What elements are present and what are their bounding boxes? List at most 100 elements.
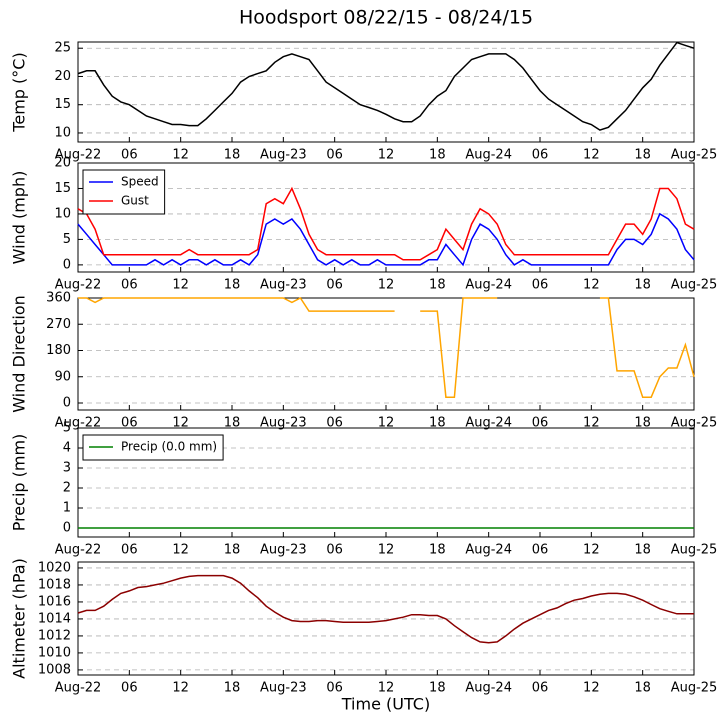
x-tick-label: 06 [121, 416, 138, 431]
x-tick-label: 18 [634, 543, 651, 558]
x-tick-label: Aug-23 [260, 416, 307, 431]
x-tick-label: Aug-25 [671, 148, 718, 163]
y-tick-label: 5 [63, 232, 71, 247]
x-tick-label: 18 [429, 543, 446, 558]
y-tick-label: 1018 [38, 577, 71, 592]
x-tick-label: 18 [634, 148, 651, 163]
y-tick-label: 20 [54, 156, 71, 171]
x-tick-label: Aug-22 [55, 148, 102, 163]
x-tick-label: 06 [326, 416, 343, 431]
y-tick-label: 1 [63, 501, 71, 516]
legend-label: Precip (0.0 mm) [121, 440, 217, 454]
y-tick-label: 0 [63, 257, 71, 272]
x-tick-label: 18 [429, 681, 446, 696]
y-tick-label: 5 [63, 421, 71, 436]
y-tick-label: 1020 [38, 560, 71, 575]
x-tick-label: 12 [172, 681, 189, 696]
y-axis-label: Precip (mm) [10, 434, 29, 532]
x-tick-label: 06 [121, 148, 138, 163]
x-tick-label: 18 [634, 278, 651, 293]
y-tick-label: 1008 [38, 662, 71, 677]
y-tick-label: 1016 [38, 594, 71, 609]
x-tick-label: 12 [378, 416, 395, 431]
x-tick-label: 06 [532, 278, 549, 293]
x-tick-label: 12 [172, 543, 189, 558]
x-tick-label: Aug-24 [465, 278, 512, 293]
y-tick-label: 15 [54, 181, 71, 196]
x-tick-label: 06 [326, 543, 343, 558]
x-tick-label: 18 [429, 148, 446, 163]
y-tick-label: 20 [54, 69, 71, 84]
x-tick-label: 12 [172, 148, 189, 163]
x-tick-label: 12 [583, 416, 600, 431]
y-tick-label: 15 [54, 97, 71, 112]
x-tick-label: Aug-25 [671, 416, 718, 431]
x-tick-label: 12 [583, 148, 600, 163]
data-line [77, 41, 695, 131]
x-tick-label: 18 [224, 543, 241, 558]
y-axis-label: Wind Direction [10, 295, 29, 413]
data-line [77, 212, 695, 267]
x-tick-label: 12 [583, 543, 600, 558]
x-tick-label: 06 [121, 543, 138, 558]
x-tick-label: 12 [378, 148, 395, 163]
x-tick-label: 06 [532, 416, 549, 431]
plot-frame [77, 427, 695, 538]
y-tick-label: 2 [63, 481, 71, 496]
y-axis-label: Temp (°C) [10, 52, 29, 132]
x-tick-label: 18 [224, 148, 241, 163]
x-tick-label: Aug-25 [671, 543, 718, 558]
x-tick-label: Aug-24 [465, 148, 512, 163]
chart-title: Hoodsport 08/22/15 - 08/24/15 [239, 7, 533, 29]
x-axis-label: Time (UTC) [341, 695, 430, 714]
x-tick-label: Aug-23 [260, 148, 307, 163]
y-tick-label: 10 [54, 206, 71, 221]
x-tick-label: Aug-24 [465, 543, 512, 558]
y-tick-label: 0 [63, 521, 71, 536]
y-tick-label: 360 [46, 291, 71, 306]
plot-frame [77, 561, 695, 676]
y-tick-label: 1014 [38, 611, 71, 626]
y-tick-label: 1010 [38, 645, 71, 660]
x-tick-label: Aug-22 [55, 543, 102, 558]
legend: Precip (0.0 mm) [82, 434, 224, 461]
legend: Speed Gust [82, 169, 166, 215]
plot-frame [77, 297, 695, 411]
y-tick-label: 10 [54, 125, 71, 140]
x-tick-label: 06 [532, 148, 549, 163]
x-tick-label: 12 [378, 543, 395, 558]
x-tick-label: 18 [224, 416, 241, 431]
y-axis-label: Wind (mph) [10, 171, 29, 265]
data-line [77, 186, 695, 261]
x-tick-label: Aug-23 [260, 681, 307, 696]
x-tick-label: 18 [224, 278, 241, 293]
plot-frame [77, 162, 695, 273]
x-tick-label: 06 [532, 681, 549, 696]
x-tick-label: 18 [634, 681, 651, 696]
x-tick-label: 12 [172, 416, 189, 431]
y-tick-label: 25 [54, 41, 71, 56]
x-tick-label: 12 [583, 681, 600, 696]
x-tick-label: 06 [326, 681, 343, 696]
x-tick-label: 18 [429, 278, 446, 293]
x-tick-label: 18 [224, 681, 241, 696]
y-tick-label: 270 [46, 317, 71, 332]
x-tick-label: 18 [429, 416, 446, 431]
plot-frame [77, 41, 695, 143]
x-tick-label: Aug-23 [260, 278, 307, 293]
data-line [78, 297, 395, 312]
x-tick-label: 06 [121, 681, 138, 696]
x-tick-label: Aug-25 [671, 681, 718, 696]
y-tick-label: 180 [46, 343, 71, 358]
x-tick-label: 12 [378, 681, 395, 696]
x-tick-label: 18 [634, 416, 651, 431]
x-tick-label: 06 [326, 278, 343, 293]
x-tick-label: 12 [583, 278, 600, 293]
x-tick-label: 06 [121, 278, 138, 293]
y-axis-label: Altimeter (hPa) [10, 558, 29, 679]
data-line [599, 297, 695, 398]
y-tick-label: 4 [63, 441, 71, 456]
x-tick-label: 12 [172, 278, 189, 293]
x-tick-label: Aug-22 [55, 681, 102, 696]
